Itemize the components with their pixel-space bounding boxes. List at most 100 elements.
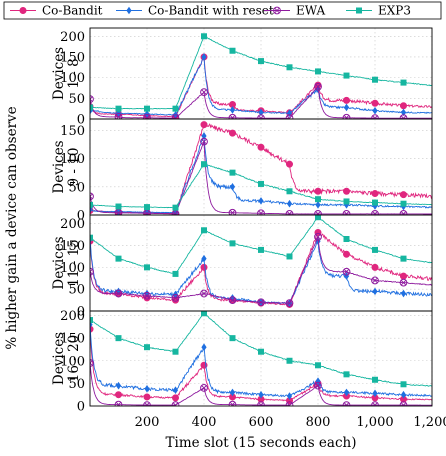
marker-exp3 (372, 246, 378, 253)
marker-ewa (228, 296, 237, 304)
marker-co-bandit-with-reset (229, 182, 236, 191)
marker-ewa (257, 114, 265, 119)
marker-co-bandit (143, 393, 151, 401)
marker-exp3 (115, 255, 122, 262)
panel-label: Devices11 - 15 (51, 236, 82, 289)
marker-ewa (143, 113, 151, 119)
legend-label-exp3: EXP3 (378, 4, 411, 18)
marker-exp3 (144, 105, 150, 112)
marker-ewa (314, 209, 322, 215)
marker-co-bandit-with-reset (372, 389, 378, 398)
marker-ewa (143, 291, 151, 300)
marker-ewa (399, 401, 408, 406)
marker-ewa (285, 114, 294, 119)
marker-co-bandit (371, 99, 379, 107)
marker-co-bandit-with-reset (115, 287, 122, 296)
y-tick-label: 0 (77, 209, 85, 224)
marker-ewa (90, 267, 94, 276)
marker-ewa (314, 232, 322, 241)
y-tick-label: 0 (77, 113, 85, 128)
marker-exp3 (144, 264, 150, 271)
marker-co-bandit-with-reset (372, 287, 378, 296)
marker-co-bandit-with-reset (201, 254, 207, 263)
x-axis-label: Time slot (15 seconds each) (166, 435, 357, 451)
panel-label: Devices9 - 10 (51, 140, 82, 193)
marker-exp3 (90, 201, 93, 208)
marker-co-bandit (399, 272, 407, 280)
marker-ewa (399, 114, 408, 119)
marker-exp3 (400, 79, 407, 86)
legend-label-co-bandit-with-reset: Co-Bandit with reset (148, 4, 274, 18)
marker-ewa (285, 401, 294, 406)
marker-exp3 (315, 68, 321, 75)
marker-co-bandit (314, 187, 322, 195)
marker-ewa (171, 294, 180, 302)
marker-exp3 (90, 234, 93, 241)
marker-exp3 (229, 169, 236, 176)
marker-exp3 (343, 72, 350, 79)
marker-exp3 (258, 180, 264, 187)
marker-exp3 (343, 198, 350, 205)
marker-co-bandit (342, 187, 350, 195)
legend-label-co-bandit: Co-Bandit (42, 4, 103, 18)
panel-devices-1-8: 0 50 100 150 200 Devices1 - 8 (51, 27, 433, 128)
y-tick-label: 200 (60, 30, 85, 45)
x-tick-label: 1,000 (356, 415, 393, 430)
marker-ewa (200, 289, 208, 298)
marker-co-bandit-with-reset (343, 103, 350, 112)
legend-marker-exp3 (356, 7, 362, 14)
marker-exp3 (315, 362, 321, 369)
marker-exp3 (172, 348, 179, 355)
marker-exp3 (286, 188, 293, 195)
x-tick-label: 800 (306, 415, 331, 430)
marker-ewa (257, 401, 265, 406)
marker-co-bandit-with-reset (400, 289, 407, 298)
marker-ewa (171, 114, 180, 119)
marker-co-bandit (285, 160, 293, 168)
y-tick-label: 150 (60, 239, 85, 254)
marker-ewa (371, 401, 379, 406)
marker-ewa (90, 359, 94, 367)
marker-ewa (314, 82, 322, 91)
marker-exp3 (372, 76, 378, 83)
y-tick-label: 50 (68, 377, 85, 392)
marker-ewa (200, 384, 208, 392)
marker-co-bandit-with-reset (172, 386, 179, 394)
y-tick-label: 150 (60, 124, 85, 139)
marker-exp3 (229, 335, 236, 342)
y-tick-label: 200 (60, 309, 85, 324)
marker-ewa (90, 192, 94, 201)
marker-exp3 (172, 270, 179, 277)
plot-area (90, 215, 432, 308)
x-tick-label: 1,200 (413, 415, 446, 430)
marker-ewa (143, 401, 151, 406)
y-tick-label: 200 (60, 217, 85, 232)
marker-co-bandit (200, 263, 208, 271)
y-tick-label: 150 (60, 50, 85, 65)
y-tick-label: 50 (68, 283, 85, 298)
panel-label: Devices16 - 20 (51, 332, 82, 385)
marker-co-bandit-with-reset (315, 201, 321, 209)
marker-co-bandit-with-reset (201, 53, 207, 61)
legend-marker-co-bandit-with-reset (126, 6, 132, 15)
panel-frame (89, 310, 433, 407)
y-tick-label: 0 (77, 400, 85, 415)
marker-exp3 (90, 104, 93, 111)
marker-ewa (171, 401, 180, 406)
x-tick-label: 200 (135, 415, 160, 430)
y-tick-label: 100 (60, 71, 85, 86)
marker-exp3 (286, 357, 293, 364)
marker-ewa (399, 209, 408, 215)
panel-label: Devices1 - 8 (51, 47, 82, 100)
marker-ewa (342, 401, 351, 406)
legend-marker-ewa (273, 6, 281, 15)
y-tick-label: 0 (77, 305, 85, 320)
marker-co-bandit (257, 143, 265, 151)
marker-exp3 (201, 311, 207, 317)
marker-ewa (342, 209, 351, 215)
y-axis-label: % higher gain a device can observe (4, 106, 20, 349)
marker-ewa (200, 137, 208, 146)
marker-exp3 (201, 161, 207, 168)
y-tick-label: 100 (60, 261, 85, 276)
